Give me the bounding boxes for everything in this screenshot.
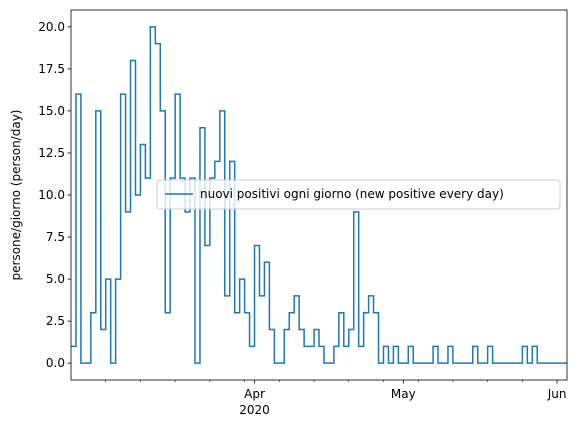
legend-frame (156, 179, 561, 210)
y-tick-label: 5.0 (46, 272, 65, 286)
x-axis-ticks: Apr 2020 May Jun (105, 380, 567, 417)
y-tick-label: 7.5 (46, 230, 65, 244)
x-tick-label: May (391, 387, 416, 401)
legend-label: nuovi positivi ogni giorno (new positive… (200, 187, 504, 201)
y-axis-label: persone/giorno (person/day) (9, 110, 23, 281)
y-tick-label: 0.0 (46, 356, 65, 370)
y-tick-label: 10.0 (38, 188, 65, 202)
y-tick-label: 15.0 (38, 104, 65, 118)
y-tick-label: 17.5 (38, 62, 65, 76)
x-tick-label: Jun (547, 387, 567, 401)
legend: nuovi positivi ogni giorno (new positive… (156, 179, 561, 210)
y-tick-label: 20.0 (38, 20, 65, 34)
plot-frame (70, 9, 568, 381)
y-tick-label: 12.5 (38, 146, 65, 160)
x-tick-label: Apr (244, 387, 265, 401)
series-line (71, 26, 567, 364)
y-axis-ticks: 0.0 2.5 5.0 7.5 10.0 12.5 15.0 17.5 20.0 (38, 20, 71, 370)
x-tick-sublabel: 2020 (239, 403, 270, 417)
y-tick-label: 2.5 (46, 314, 65, 328)
